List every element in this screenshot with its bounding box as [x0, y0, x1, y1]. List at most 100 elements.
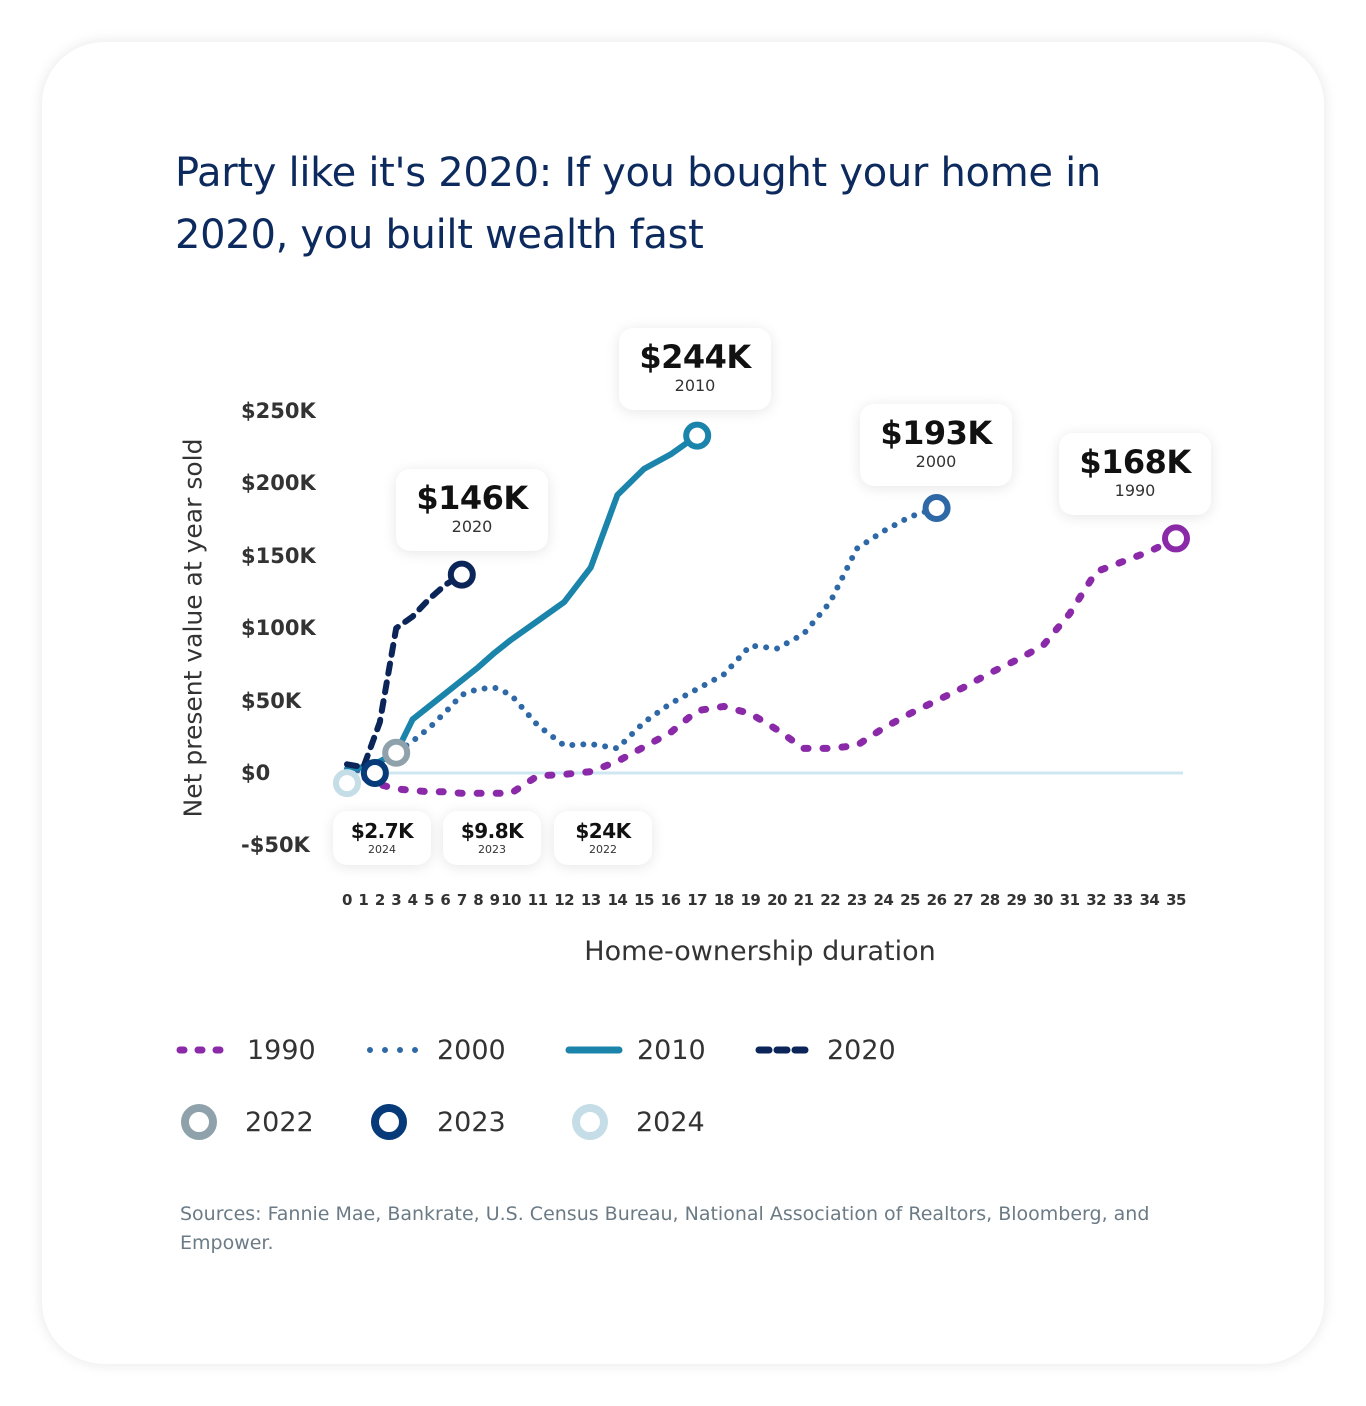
x-tick-label: 31	[1059, 891, 1080, 909]
legend-label: 2023	[437, 1106, 506, 1138]
series-line-2000	[344, 505, 940, 776]
x-tick-label: 5	[424, 891, 434, 909]
marker-2022	[382, 738, 411, 767]
x-tick-label: 19	[740, 891, 761, 909]
legend-item-2022: 2022	[177, 1102, 314, 1142]
callout-year: 2023	[478, 843, 506, 856]
legend-ring-icon	[572, 1104, 608, 1140]
callout-value: $168K	[1079, 443, 1191, 481]
x-tick-label: 4	[407, 891, 418, 909]
y-tick-label: $0	[241, 761, 271, 785]
callout-value: $2.7K	[350, 819, 414, 843]
x-tick-label: 29	[1006, 891, 1027, 909]
callout-year: 2022	[589, 843, 617, 856]
legend-item-2020: 2020	[755, 1030, 896, 1070]
callout-2023: $9.8K 2023	[443, 811, 541, 865]
legend-lines: 1990 2000 2010 2020	[175, 1030, 1175, 1070]
x-tick-label: 32	[1086, 891, 1107, 909]
callout-value: $24K	[575, 819, 631, 843]
legend-item-2010: 2010	[565, 1030, 706, 1070]
legend-swatch-dotted	[367, 1047, 423, 1053]
legend-item-2023: 2023	[367, 1102, 506, 1142]
legend-ring-icon	[371, 1104, 407, 1140]
x-tick-label: 3	[391, 891, 402, 909]
series-line-1990	[343, 534, 1180, 797]
callout-2022: $24K 2022	[554, 811, 652, 865]
x-tick-label: 24	[873, 891, 894, 909]
legend-label: 1990	[247, 1034, 316, 1066]
series-endpoint-1990	[1162, 524, 1190, 553]
x-tick-label: 17	[687, 891, 708, 909]
marker-2023	[360, 759, 389, 787]
sources-note: Sources: Fannie Mae, Bankrate, U.S. Cens…	[180, 1203, 1150, 1254]
x-tick-label: 33	[1112, 891, 1133, 909]
x-tick-label: 8	[473, 891, 484, 909]
x-tick-label: 11	[527, 891, 548, 909]
x-tick-label: 30	[1033, 891, 1053, 909]
x-tick-label: 26	[926, 891, 947, 909]
legend-item-2000: 2000	[365, 1030, 506, 1070]
x-tick-label: 27	[953, 891, 974, 909]
y-tick-label: $200K	[241, 471, 316, 496]
x-tick-label: 16	[660, 891, 681, 909]
callout-value: $193K	[880, 414, 992, 452]
chart-title: Party like it's 2020: If you bought your…	[175, 150, 1101, 258]
callout-value: $146K	[416, 479, 528, 517]
y-tick-label: $150K	[241, 543, 316, 568]
x-tick-label: 28	[979, 891, 1000, 909]
callout-2024: $2.7K 2024	[333, 811, 431, 865]
legend-markers: 2022 2023 2024	[175, 1102, 1175, 1142]
x-tick-label: 25	[900, 891, 920, 909]
callout-year: 2024	[368, 843, 396, 856]
legend-item-1990: 1990	[175, 1030, 316, 1070]
x-tick-label: 1	[358, 891, 369, 909]
x-tick-label: 7	[456, 891, 467, 909]
x-tick-label: 23	[846, 891, 867, 909]
y-tick-label: -$50K	[241, 833, 310, 858]
x-axis-title: Home-ownership duration	[584, 936, 936, 967]
x-tick-label: 18	[713, 891, 734, 909]
x-tick-label: 6	[440, 891, 451, 909]
series-endpoint-2000	[922, 494, 951, 523]
callout-year: 2000	[915, 452, 957, 471]
x-tick-label: 9	[489, 891, 500, 909]
legend-label: 2022	[245, 1106, 314, 1138]
x-tick-label: 34	[1139, 891, 1160, 909]
callout-year: 2020	[451, 517, 493, 536]
y-tick-label: $100K	[241, 616, 316, 641]
legend-item-2024: 2024	[568, 1102, 705, 1142]
x-tick-label: 21	[793, 891, 814, 909]
x-tick-label: 20	[767, 891, 787, 909]
legend-ring-icon	[181, 1104, 217, 1140]
legend-label: 2000	[437, 1034, 506, 1066]
x-tick-label: 12	[554, 891, 575, 909]
legend-label: 2020	[827, 1034, 896, 1066]
callout-1990: $168K 1990	[1059, 433, 1211, 515]
chart-card	[42, 42, 1324, 1364]
series-endpoint-2020	[447, 560, 476, 589]
legend-swatch-long-dashed	[755, 1046, 813, 1054]
series-endpoint-2010	[683, 421, 712, 450]
x-tick-label: 15	[634, 891, 654, 909]
legend-swatch-solid	[565, 1046, 623, 1054]
y-tick-label: $250K	[241, 399, 316, 423]
callout-value: $9.8K	[460, 819, 524, 843]
y-axis-title: Net present value at year sold	[178, 438, 208, 818]
x-tick-label: 13	[580, 891, 601, 909]
x-tick-label: 2	[374, 891, 385, 909]
marker-2024	[333, 769, 361, 798]
callout-2020: $146K 2020	[396, 469, 548, 551]
legend-label: 2024	[636, 1106, 705, 1138]
x-tick-label: 0	[342, 891, 352, 909]
series-line-2020	[344, 571, 465, 771]
legend-label: 2010	[637, 1034, 706, 1066]
callout-value: $244K	[639, 338, 751, 376]
x-tick-label: 22	[820, 891, 841, 909]
callout-year: 1990	[1114, 481, 1156, 500]
callout-year: 2010	[674, 376, 716, 395]
x-tick-label: 35	[1166, 891, 1186, 909]
callout-2000: $193K 2000	[860, 404, 1012, 486]
y-tick-label: $50K	[241, 688, 302, 713]
x-tick-label: 10	[501, 891, 521, 909]
